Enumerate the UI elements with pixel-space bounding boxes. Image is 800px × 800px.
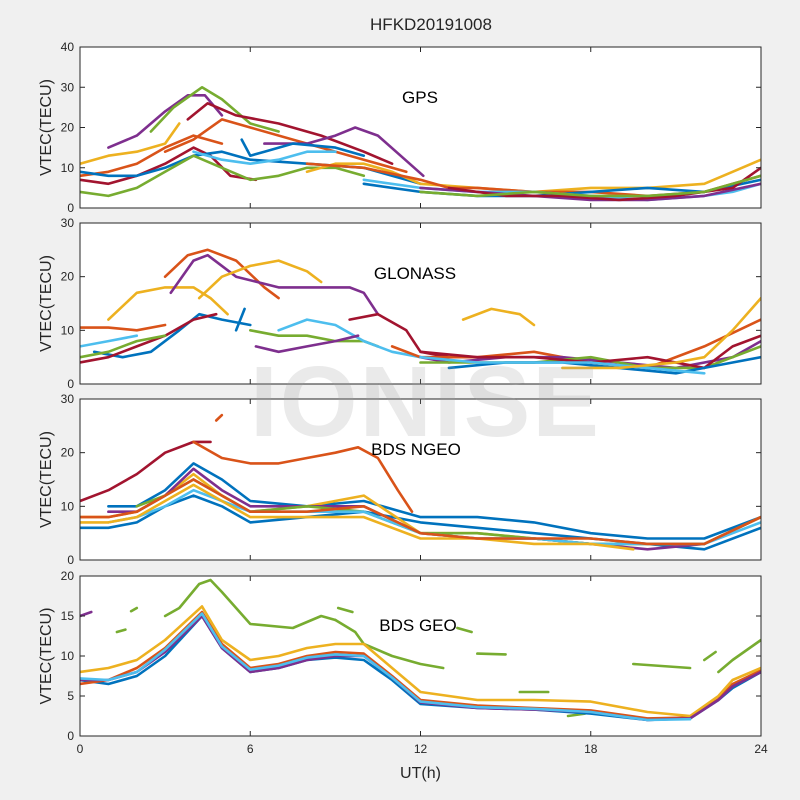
y-tick-label: 5 [67, 689, 74, 703]
y-tick-label: 10 [61, 323, 75, 337]
series-line-20 [419, 355, 706, 375]
series-line-7 [80, 312, 218, 364]
y-tick-label: 40 [61, 40, 75, 54]
series-line-17 [80, 612, 692, 722]
series-line-6 [80, 134, 224, 178]
plot-area [80, 47, 761, 208]
y-tick-label: 10 [61, 161, 75, 175]
series-line-11 [702, 650, 717, 662]
y-axis-label: VTEC(TECU) [38, 431, 55, 528]
series-line-18 [419, 174, 761, 198]
series-line-3 [169, 253, 380, 316]
series-line-1 [107, 286, 229, 321]
series-line-8 [107, 488, 761, 546]
y-tick-label: 0 [67, 377, 74, 391]
series-line-10 [631, 662, 692, 670]
y-tick-label: 0 [67, 201, 74, 215]
y-tick-label: 20 [61, 121, 75, 135]
y-tick-label: 30 [61, 80, 75, 94]
series-line-11 [277, 318, 422, 359]
series-line-0 [107, 94, 224, 149]
panel-label: GLONASS [374, 264, 456, 283]
series-line-12 [717, 638, 761, 674]
panel-3: 0 5 10 15 20 0 6 12 18 24 VTEC(TECU) BDS GEO UT(h) [38, 569, 768, 782]
series-line-6 [234, 307, 246, 332]
series-line-5 [80, 122, 181, 165]
series-line-9 [80, 334, 139, 348]
x-tick-label: 12 [414, 742, 428, 756]
panel-1: 0 10 20 30 VTEC(TECU) GLONASS [38, 216, 762, 391]
series-line-2 [129, 606, 139, 613]
series-line-4 [334, 618, 445, 670]
series-line-18 [419, 334, 761, 370]
series-line-2 [192, 440, 414, 514]
panel-label: GPS [402, 88, 438, 107]
y-tick-label: 30 [61, 216, 75, 230]
series-line-5 [92, 312, 252, 359]
series-line-1 [115, 628, 127, 634]
series-line-10 [192, 150, 337, 165]
series-line-9 [240, 138, 366, 157]
series-line-2 [163, 248, 280, 300]
x-tick-label: 18 [584, 742, 598, 756]
series-line-1 [149, 86, 280, 133]
series-group [80, 86, 761, 202]
y-tick-label: 0 [67, 729, 74, 743]
series-line-8 [80, 334, 167, 359]
panel-0: 0 10 20 30 40 VTEC(TECU) GPS [38, 40, 762, 215]
series-line-0 [80, 610, 93, 618]
series-line-4 [263, 126, 425, 178]
panel-label: BDS GEO [379, 616, 456, 635]
series-line-21 [561, 296, 761, 370]
y-tick-label: 20 [61, 446, 75, 460]
x-tick-label: 24 [754, 742, 768, 756]
x-tick-label: 0 [77, 742, 84, 756]
y-tick-label: 30 [61, 392, 75, 406]
series-group [80, 413, 761, 551]
series-line-0 [80, 323, 167, 332]
series-line-7 [80, 146, 258, 186]
series-line-6 [456, 626, 473, 634]
panel-label: BDS NGEO [371, 440, 461, 459]
y-axis-label: VTEC(TECU) [38, 79, 55, 176]
series-line-5 [336, 606, 354, 614]
figure-title: HFKD20191008 [370, 15, 492, 34]
x-axis-label: UT(h) [400, 765, 441, 782]
series-line-1 [214, 413, 224, 422]
x-tick-label: 6 [247, 742, 254, 756]
y-tick-label: 20 [61, 270, 75, 284]
series-line-4 [107, 462, 761, 540]
panel-2: 0 10 20 30 VTEC(TECU) BDS NGEO [38, 392, 762, 567]
series-line-3 [163, 578, 337, 630]
y-tick-label: 10 [61, 499, 75, 513]
series-group [80, 248, 761, 375]
series-group [80, 578, 761, 722]
y-tick-label: 15 [61, 609, 75, 623]
series-line-2 [186, 102, 394, 165]
series-line-9 [80, 483, 635, 551]
y-tick-label: 10 [61, 649, 75, 663]
y-axis-label: VTEC(TECU) [38, 255, 55, 352]
series-line-7 [475, 652, 507, 656]
series-line-4 [197, 259, 323, 300]
y-tick-label: 0 [67, 553, 74, 567]
plot-area [80, 576, 761, 736]
series-line-0 [80, 440, 212, 503]
series-line-15 [80, 605, 761, 718]
y-axis-label: VTEC(TECU) [38, 608, 55, 705]
series-line-10 [80, 478, 761, 546]
series-line-14 [461, 307, 536, 327]
series-line-17 [447, 166, 761, 202]
series-line-12 [254, 334, 360, 354]
series-line-3 [163, 118, 408, 174]
y-tick-label: 20 [61, 569, 75, 583]
